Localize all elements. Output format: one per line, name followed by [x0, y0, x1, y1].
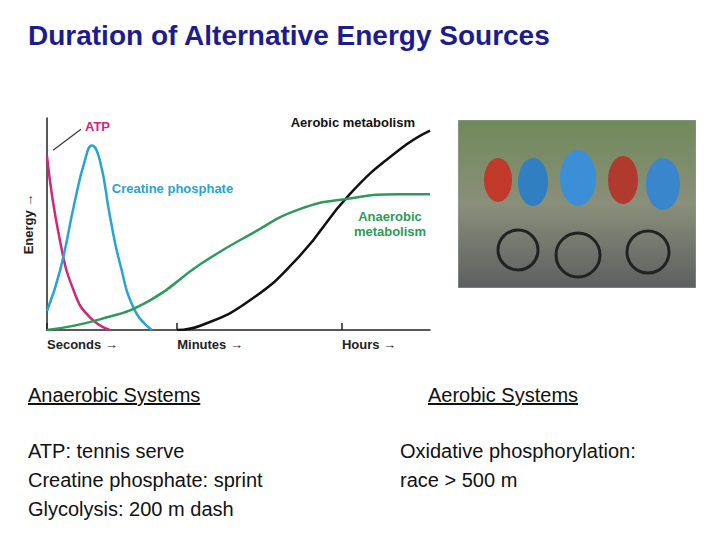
svg-text:ATP: ATP — [85, 119, 110, 134]
html-text:race > 500 m: race > 500 m — [400, 469, 518, 491]
html-text:Creatine phosphate: sprint: Creatine phosphate: sprint — [28, 469, 263, 491]
html-text:Aerobic Systems: Aerobic Systems — [428, 384, 579, 406]
html-text:Anaerobic Systems: Anaerobic Systems — [28, 384, 201, 406]
svg-text:Anaerobic: Anaerobic — [358, 209, 422, 224]
html-text:Glycolysis: 200 m dash: Glycolysis: 200 m dash — [28, 498, 234, 520]
svg-text:Seconds →: Seconds → — [47, 337, 118, 352]
svg-text:Aerobic metabolism: Aerobic metabolism — [291, 115, 415, 130]
svg-text:Energy →: Energy → — [21, 194, 36, 255]
html-text:Duration of Alternative Energy: Duration of Alternative Energy Sources — [28, 20, 550, 51]
html-text:ATP: tennis serve: ATP: tennis serve — [28, 440, 185, 462]
svg-text:metabolism: metabolism — [354, 224, 426, 239]
svg-text:Hours →: Hours → — [342, 337, 396, 352]
svg-text:Minutes →: Minutes → — [177, 337, 243, 352]
svg-text:Creatine phosphate: Creatine phosphate — [112, 181, 233, 196]
html-text:Oxidative phosphorylation:: Oxidative phosphorylation: — [400, 440, 636, 462]
